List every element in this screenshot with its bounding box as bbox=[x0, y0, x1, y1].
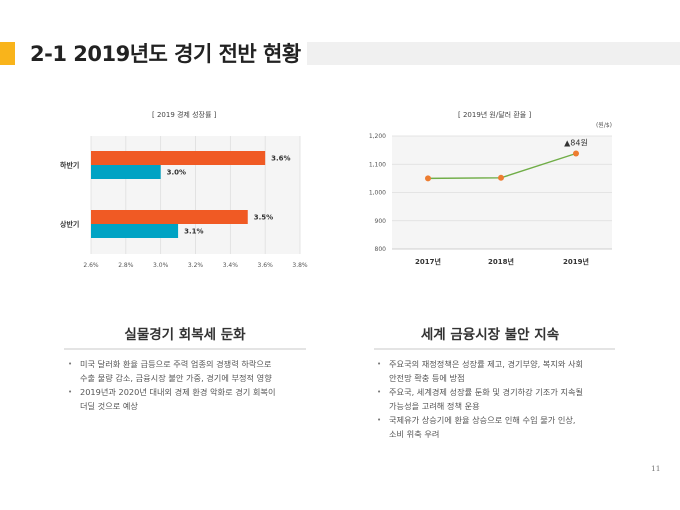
x-tick-label: 2.6% bbox=[83, 262, 99, 269]
data-point bbox=[498, 174, 504, 181]
unit-label: (원/$) bbox=[596, 121, 612, 129]
change-annotation: ▲84원 bbox=[564, 139, 588, 148]
bullet-line: 2019년과 2020년 대내외 경제 환경 악화로 경기 회복이 bbox=[80, 387, 276, 397]
bar bbox=[91, 165, 161, 179]
bullet-line: 수출 물량 감소, 금융시장 불안 가중, 경기에 부정적 영향 bbox=[80, 373, 272, 383]
bullet-line: 안전망 확충 등에 방점 bbox=[389, 373, 465, 383]
data-point bbox=[573, 150, 579, 157]
y-tick-label: 1,200 bbox=[369, 133, 386, 140]
bar bbox=[91, 224, 179, 238]
y-tick-label: 1,100 bbox=[369, 161, 386, 168]
bullet-line: 국제유가 상승기에 환율 상승으로 인해 수입 물가 인상, bbox=[389, 415, 576, 425]
y-tick-label: 900 bbox=[375, 218, 387, 225]
category-label: 상반기 bbox=[60, 220, 79, 229]
x-tick-label: 3.4% bbox=[223, 262, 239, 269]
bullet-line: 주요국, 세계경제 성장률 둔화 및 경기하강 기조가 지속될 bbox=[389, 387, 584, 397]
data-label: 3.0% bbox=[167, 169, 186, 177]
section-divider bbox=[374, 348, 615, 350]
data-label: 3.1% bbox=[184, 228, 203, 236]
title-accent-bar bbox=[0, 42, 15, 65]
bullet-line: 주요국의 재정정책은 성장률 제고, 경기부양, 복지와 사회 bbox=[389, 359, 584, 369]
x-tick-label: 2018년 bbox=[488, 257, 514, 266]
exchange-rate-line-chart: 800 900 1,000 1,100 1,200 (원/$) 2017년 2018년 2019… bbox=[369, 121, 612, 266]
page-title: 2-1 2019년도 경기 전반 현황 bbox=[30, 42, 301, 66]
page-number: 11 bbox=[651, 464, 661, 473]
bullet-item: 국제유가 상승기에 환율 상승으로 인해 수입 물가 인상, 소비 위축 우려 bbox=[377, 413, 637, 441]
data-label: 3.5% bbox=[254, 214, 273, 222]
x-tick-label: 3.6% bbox=[258, 262, 274, 269]
bullet-line: 미국 달러화 환율 급등으로 주력 업종의 경쟁력 하락으로 bbox=[80, 359, 272, 369]
bullet-line: 소비 위축 우려 bbox=[389, 429, 440, 439]
x-tick-label: 2019년 bbox=[563, 257, 589, 266]
category-label: 하반기 bbox=[60, 161, 79, 170]
data-point bbox=[425, 175, 431, 182]
bar bbox=[91, 151, 266, 165]
x-tick-label: 2.8% bbox=[118, 262, 134, 269]
x-tick-label: 2017년 bbox=[415, 257, 441, 266]
x-tick-label: 3.0% bbox=[153, 262, 169, 269]
y-tick-label: 800 bbox=[375, 246, 387, 253]
title-background-bar bbox=[307, 42, 680, 65]
x-tick-label: 3.8% bbox=[292, 262, 308, 269]
line-chart-title: [ 2019년 원/달러 환율 ] bbox=[458, 111, 532, 119]
section-divider bbox=[64, 348, 306, 350]
bullet-line: 가능성을 고려해 정책 운용 bbox=[389, 401, 480, 411]
y-tick-label: 1,000 bbox=[369, 190, 386, 197]
section-heading-global-finance: 세계 금융시장 불안 지속 bbox=[420, 327, 560, 343]
section-heading-real-economy: 실물경기 회복세 둔화 bbox=[124, 327, 246, 343]
growth-rate-bar-chart: 2.6% 2.8% 3.0% 3.2% 3.4% 3.6% 3.8% 하반기 3.6% 3.0% 상… bbox=[60, 136, 308, 269]
x-tick-label: 3.2% bbox=[188, 262, 204, 269]
bar bbox=[91, 210, 248, 224]
data-label: 3.6% bbox=[271, 155, 290, 163]
bar-chart-title: [ 2019 경제 성장률 ] bbox=[152, 111, 217, 119]
bullet-line: 더딜 것으로 예상 bbox=[80, 401, 138, 411]
